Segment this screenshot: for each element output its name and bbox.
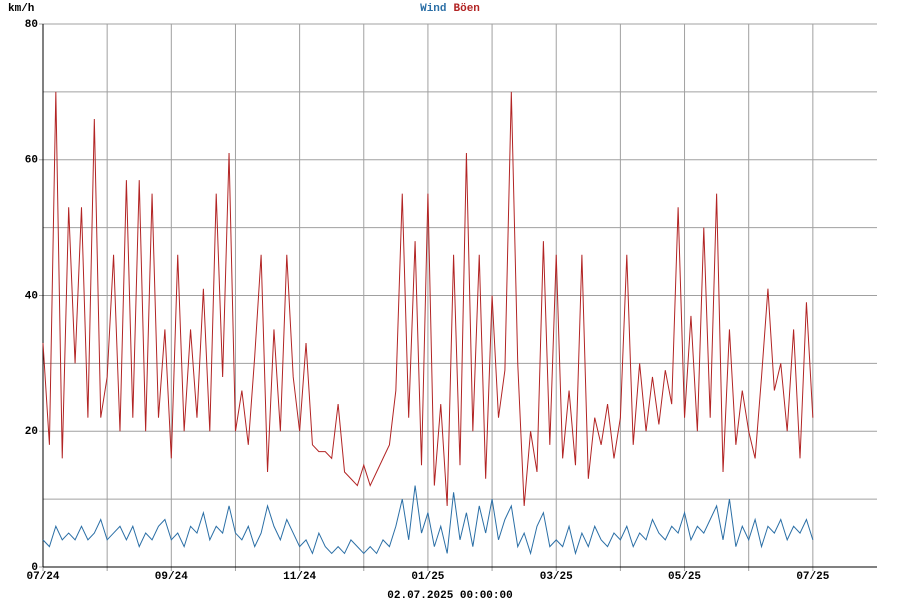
legend-entry: Böen [454, 3, 480, 15]
legend-entry: Wind [420, 3, 446, 15]
legend: Wind Böen [420, 3, 480, 15]
y-tick-label: 60 [25, 155, 38, 167]
x-axis-label: 02.07.2025 00:00:00 [387, 590, 512, 600]
series-line [42, 91, 814, 506]
x-tick-label: 09/24 [155, 571, 188, 583]
y-tick-label: 0 [31, 562, 38, 574]
y-tick-label: 20 [25, 426, 38, 438]
x-tick-label: 01/25 [411, 571, 444, 583]
x-tick-label: 11/24 [283, 571, 316, 583]
y-axis-label: km/h [8, 3, 34, 15]
y-tick-label: 80 [25, 19, 38, 31]
series-line [42, 485, 814, 556]
x-tick-label: 05/25 [668, 571, 701, 583]
x-tick-label: 03/25 [540, 571, 573, 583]
x-tick-label: 07/24 [26, 571, 59, 583]
x-tick-label: 07/25 [796, 571, 829, 583]
y-tick-label: 40 [25, 290, 38, 302]
